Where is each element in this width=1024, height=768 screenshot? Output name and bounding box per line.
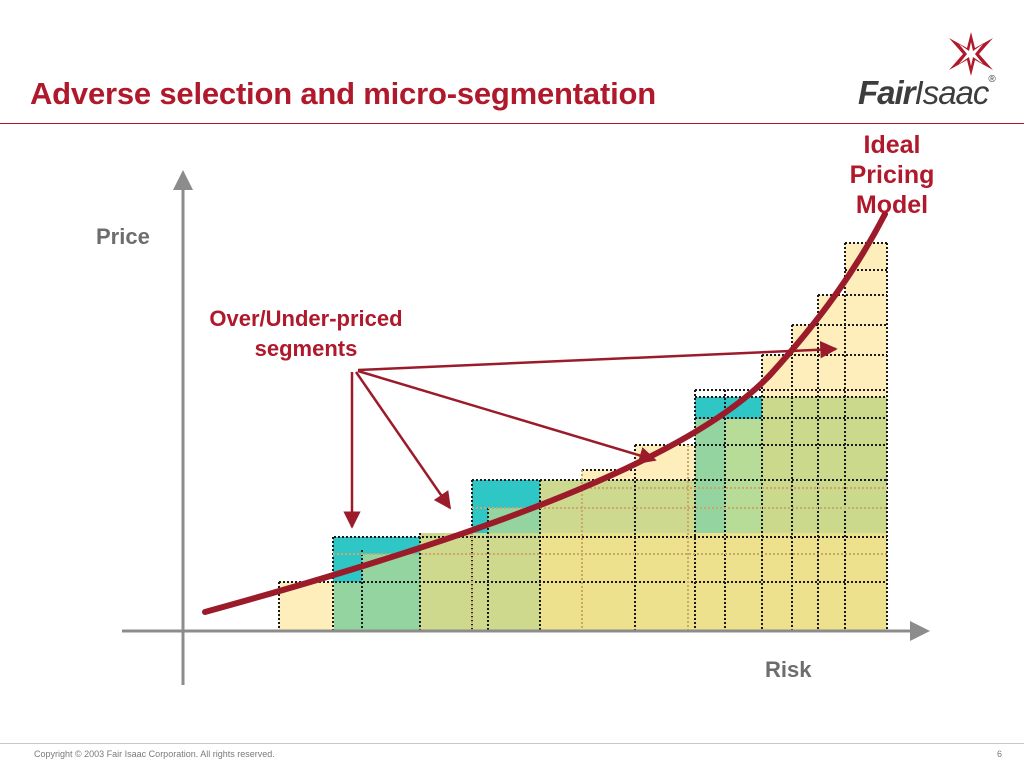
teal-block (333, 537, 420, 554)
curve-label: Ideal Pricing Model (850, 131, 935, 219)
curve-label-line: Pricing (850, 161, 935, 189)
page-number: 6 (996, 749, 1002, 759)
fair-isaac-logo: FairIsaac® (852, 30, 1002, 116)
curve-label-line: Ideal (864, 131, 921, 159)
y-axis-label: Price (96, 224, 150, 249)
x-axis-arrow-icon (910, 621, 930, 641)
callout-label-line: segments (255, 336, 358, 361)
callout-arrow (354, 371, 452, 510)
callout-label: Over/Under-priced segments (209, 306, 402, 361)
callout-label-line: Over/Under-priced (209, 306, 402, 331)
callout-arrow (357, 340, 838, 372)
callout-arrow (357, 369, 657, 464)
x-axis-label: Risk (765, 657, 812, 682)
curve-label-line: Model (856, 191, 928, 219)
logo-registered: ® (988, 74, 995, 85)
green-block (334, 582, 420, 631)
logo-part1: Fair (858, 74, 916, 111)
star-logo-icon (949, 32, 993, 76)
logo-part2: Isaac (914, 74, 990, 111)
footer-divider (0, 743, 1024, 744)
copyright-text: Copyright © 2003 Fair Isaac Corporation.… (34, 749, 275, 759)
segmentation-diagram: Price Risk Ideal Pricing Model Over/Unde… (96, 131, 935, 685)
green-block (762, 397, 887, 533)
segment-grid-faint (333, 445, 887, 631)
header-divider (0, 123, 1024, 124)
logo-wordmark: FairIsaac® (858, 74, 996, 112)
green-block (725, 397, 762, 533)
teal-block (472, 480, 540, 508)
callout-arrows (343, 340, 838, 529)
slide-title: Adverse selection and micro-segmentation (30, 76, 656, 111)
axes (122, 170, 930, 685)
ideal-pricing-curve (202, 211, 888, 615)
y-axis-arrow-icon (173, 170, 193, 190)
